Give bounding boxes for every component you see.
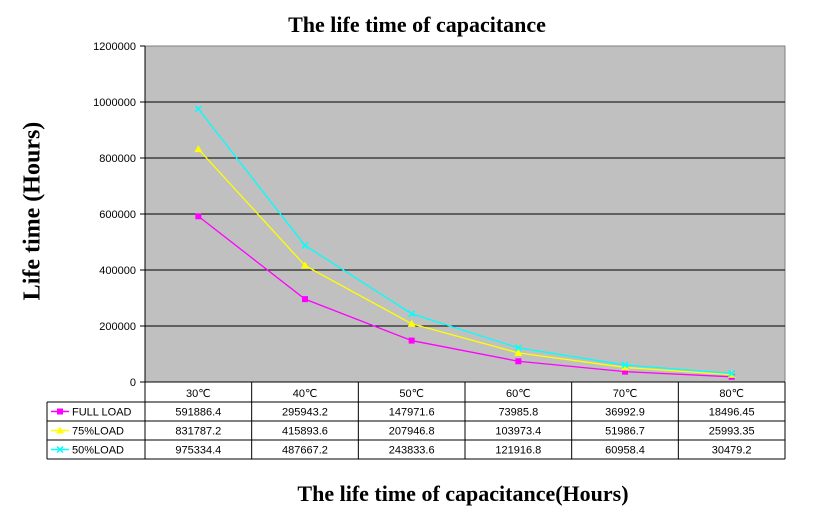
table-cell: 25993.35 <box>709 426 755 438</box>
data-point <box>728 369 736 377</box>
y-tick-label: 400000 <box>99 265 136 277</box>
data-point <box>302 296 308 303</box>
series-line <box>197 148 732 376</box>
table-cell: 975334.4 <box>175 445 221 457</box>
x-axis-label: The life time of capacitance(Hours) <box>297 481 629 506</box>
table-cell: 18496.45 <box>709 407 755 419</box>
table-cell: 487667.2 <box>282 445 328 457</box>
data-point <box>515 358 522 365</box>
data-point <box>621 361 629 369</box>
table-cell: 831787.2 <box>175 426 221 438</box>
table-cell: 51986.7 <box>605 426 645 438</box>
table-cell: 147971.6 <box>389 407 435 419</box>
x-tick-label: 30℃ <box>186 388 211 400</box>
x-tick-label: 60℃ <box>506 388 531 400</box>
table-cell: 207946.8 <box>389 426 435 438</box>
table-cell: 243833.6 <box>389 445 435 457</box>
table-cell: 73985.8 <box>498 407 538 419</box>
y-tick-label: 800000 <box>99 153 136 165</box>
data-point <box>514 348 523 356</box>
table-cell: 591886.4 <box>175 407 221 419</box>
x-tick-label: 40℃ <box>293 388 318 400</box>
data-point <box>194 145 203 153</box>
legend-label: 50%LOAD <box>72 445 124 457</box>
y-tick-label: 200000 <box>99 321 136 333</box>
x-tick-label: 80℃ <box>719 388 744 400</box>
data-point <box>408 310 416 318</box>
y-tick-label: 1000000 <box>93 97 136 109</box>
table-cell: 295943.2 <box>282 407 328 419</box>
data-point <box>621 363 629 371</box>
table-cell: 103973.4 <box>495 426 541 438</box>
data-point <box>622 368 628 375</box>
table-cell: 415893.6 <box>282 426 328 438</box>
table-cell: 30479.2 <box>712 445 752 457</box>
data-point <box>195 213 202 220</box>
data-point <box>301 241 309 249</box>
series-line <box>197 108 732 375</box>
data-point <box>301 261 309 269</box>
data-point <box>514 344 522 352</box>
legend-label: 75%LOAD <box>72 426 124 438</box>
data-point <box>194 105 202 113</box>
y-tick-label: 0 <box>130 377 136 389</box>
table-cell: 60958.4 <box>605 445 645 457</box>
table-cell: 36992.9 <box>605 407 645 419</box>
legend-marker <box>56 426 64 434</box>
x-tick-label: 50℃ <box>399 388 424 400</box>
x-tick-label: 70℃ <box>613 388 638 400</box>
data-point <box>407 319 416 327</box>
legend-label: FULL LOAD <box>72 407 132 419</box>
chart-title: The life time of capacitance <box>288 12 546 37</box>
table-cell: 121916.8 <box>495 445 541 457</box>
data-point <box>408 337 415 344</box>
series-line <box>197 215 732 378</box>
y-tick-label: 600000 <box>99 209 136 221</box>
legend-marker <box>56 445 64 454</box>
legend-marker <box>57 408 63 415</box>
y-tick-label: 1200000 <box>93 41 136 53</box>
